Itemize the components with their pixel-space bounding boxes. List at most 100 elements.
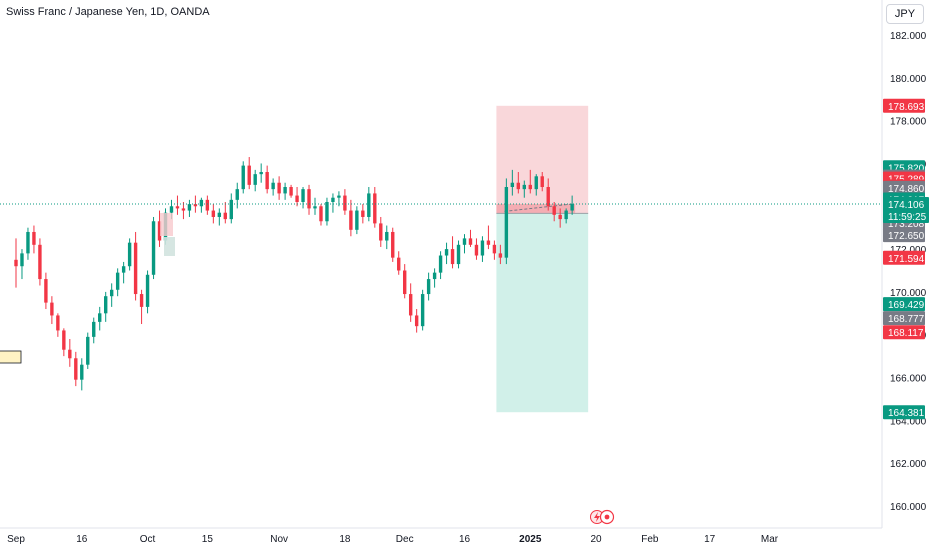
- candle: [217, 208, 222, 226]
- candle-body: [187, 204, 192, 211]
- y-tick-label: 160.000: [890, 502, 927, 513]
- candle: [157, 210, 162, 247]
- price-label-bg: [883, 405, 925, 420]
- candle: [32, 225, 36, 254]
- candle: [349, 199, 353, 237]
- candle: [259, 163, 263, 183]
- candle-body: [181, 208, 186, 211]
- candle-body: [319, 206, 323, 222]
- candle-body: [133, 242, 138, 295]
- candle: [62, 328, 66, 357]
- candle: [403, 264, 407, 299]
- candle-body: [349, 210, 353, 230]
- candle: [98, 306, 102, 331]
- drawing-box-green: [164, 237, 175, 256]
- price-label-bg: [883, 180, 925, 195]
- candle-body: [325, 201, 329, 222]
- candle-body: [289, 187, 293, 196]
- trade-zones[interactable]: [496, 105, 589, 413]
- candle-body: [253, 174, 257, 185]
- candle-body: [414, 315, 419, 327]
- candle-body: [271, 182, 275, 190]
- candle: [528, 169, 532, 194]
- currency-button[interactable]: JPY: [886, 4, 924, 24]
- candle-body: [92, 321, 96, 337]
- candle-body: [307, 189, 311, 209]
- candle-body: [456, 244, 461, 265]
- price-label: 169.429: [883, 297, 925, 312]
- x-tick-label: 17: [704, 534, 716, 545]
- y-tick-label: 182.000: [890, 31, 927, 42]
- open-loss-zone: [496, 204, 576, 214]
- candle: [331, 193, 335, 213]
- candle-body: [14, 259, 18, 267]
- price-label-text: 178.693: [888, 102, 925, 113]
- candle-body: [331, 197, 335, 202]
- candle: [26, 227, 30, 260]
- candle-body: [56, 315, 60, 331]
- candle: [199, 197, 204, 213]
- candle-body: [355, 210, 359, 230]
- candle-body: [175, 206, 180, 209]
- candle: [498, 244, 503, 265]
- current-price-text: 174.106: [888, 200, 925, 211]
- candle-body: [139, 294, 144, 307]
- candle-body: [546, 187, 550, 207]
- candle: [283, 182, 287, 200]
- candle: [355, 206, 359, 235]
- x-tick-label: Oct: [140, 534, 156, 545]
- candle-body: [474, 244, 479, 256]
- candle-body: [301, 189, 305, 202]
- candle: [373, 187, 377, 228]
- candle: [145, 270, 150, 314]
- candle: [558, 208, 562, 228]
- candle-body: [115, 272, 120, 290]
- current-price-bg: [883, 197, 929, 224]
- time-axis[interactable]: Sep 16 Oct 15 Nov 18 Dec 16 2025 20 Feb 17 Mar: [7, 534, 779, 545]
- candle-body: [408, 294, 413, 316]
- candle: [38, 238, 42, 286]
- candle-body: [151, 221, 156, 275]
- candle: [307, 184, 311, 215]
- price-label-bg: [883, 228, 925, 243]
- candle: [480, 236, 485, 262]
- price-label-bg: [883, 311, 925, 326]
- candle: [492, 240, 497, 260]
- candle-body: [337, 195, 341, 198]
- candle-body: [26, 231, 30, 254]
- price-label-text: 164.381: [888, 408, 925, 419]
- x-tick-label: 16: [459, 534, 471, 545]
- candle: [133, 231, 138, 301]
- y-tick-label: 162.000: [890, 459, 927, 470]
- candle: [253, 169, 257, 192]
- candle-body: [68, 349, 72, 359]
- candle-body: [528, 184, 532, 190]
- candle-body: [492, 244, 497, 254]
- candle-body: [247, 165, 251, 185]
- candle-body: [570, 204, 574, 211]
- y-tick-label: 172.000: [890, 245, 927, 256]
- trade-path-line: [504, 203, 573, 212]
- chart-title: Swiss Franc / Japanese Yen, 1D, OANDA: [6, 6, 210, 18]
- candle: [247, 157, 251, 190]
- candle: [104, 291, 108, 322]
- candle: [289, 184, 293, 198]
- candle: [325, 197, 329, 226]
- price-label-text: 172.650: [888, 231, 925, 242]
- candle: [516, 172, 521, 194]
- price-label: 168.117: [883, 325, 925, 340]
- price-label: 171.594: [883, 250, 925, 265]
- price-label-text: 175.820: [888, 163, 925, 174]
- candle-body: [361, 210, 365, 217]
- candle-body: [462, 238, 467, 245]
- price-label-bg: [883, 325, 925, 340]
- x-tick-label: Mar: [761, 534, 779, 545]
- candle: [474, 238, 479, 260]
- candle: [109, 283, 114, 307]
- x-tick-label: 16: [76, 534, 88, 545]
- candle-body: [32, 231, 36, 245]
- candle-body: [145, 274, 150, 307]
- candle-body: [44, 279, 48, 303]
